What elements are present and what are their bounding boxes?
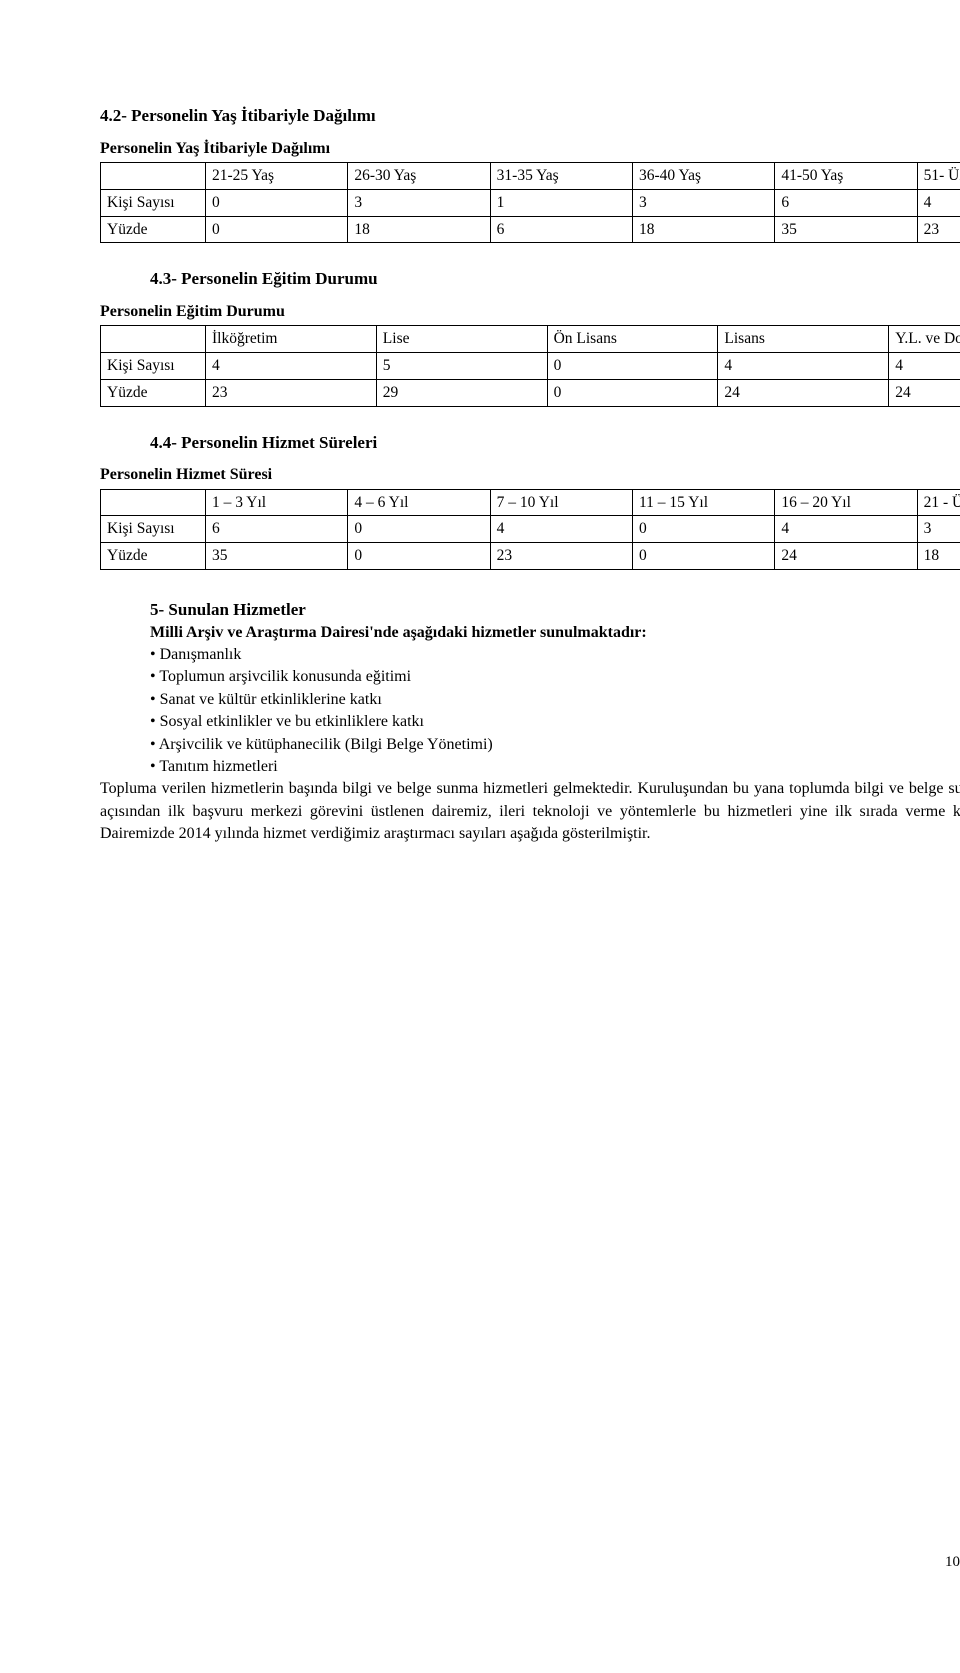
heading-5: 5- Sunulan Hizmetler	[150, 598, 960, 622]
bullet-item: • Tanıtım hizmetleri	[150, 756, 960, 778]
table-4-2: 21-25 Yaş 26-30 Yaş 31-35 Yaş 36-40 Yaş …	[100, 162, 960, 243]
cell: Yüzde	[101, 543, 206, 570]
cell	[101, 489, 206, 516]
cell: 26-30 Yaş	[348, 163, 490, 190]
cell: 29	[376, 379, 547, 406]
table-row: Yüzde 23 29 0 24 24	[101, 379, 960, 406]
cell: 0	[632, 516, 774, 543]
cell: 4	[889, 353, 960, 380]
heading-4-3: 4.3- Personelin Eğitim Durumu	[150, 267, 960, 291]
cell	[101, 163, 206, 190]
bullet-item: • Toplumun arşivcilik konusunda eğitimi	[150, 666, 960, 688]
cell: 36-40 Yaş	[632, 163, 774, 190]
cell: 5	[376, 353, 547, 380]
cell: Kişi Sayısı	[101, 353, 206, 380]
cell: 11 – 15 Yıl	[632, 489, 774, 516]
table-row: Kişi Sayısı 0 3 1 3 6 4	[101, 189, 960, 216]
table-4-3: İlköğretim Lise Ön Lisans Lisans Y.L. ve…	[100, 325, 960, 406]
cell: 4 – 6 Yıl	[348, 489, 490, 516]
cell	[101, 326, 206, 353]
cell: 4	[490, 516, 632, 543]
cell: 6	[206, 516, 348, 543]
cell: 0	[206, 216, 348, 243]
cell: 18	[348, 216, 490, 243]
intro-5: Milli Arşiv ve Araştırma Dairesi'nde aşa…	[150, 622, 960, 644]
cell: 24	[775, 543, 917, 570]
cell: 0	[547, 379, 718, 406]
table-row: Yüzde 0 18 6 18 35 23	[101, 216, 960, 243]
cell: 0	[632, 543, 774, 570]
table-row: 1 – 3 Yıl 4 – 6 Yıl 7 – 10 Yıl 11 – 15 Y…	[101, 489, 960, 516]
table-title-4-3: Personelin Eğitim Durumu	[100, 301, 960, 323]
cell: 4	[917, 189, 960, 216]
cell: 3	[917, 516, 960, 543]
cell: 4	[718, 353, 889, 380]
bullet-item: • Danışmanlık	[150, 644, 960, 666]
cell: 31-35 Yaş	[490, 163, 632, 190]
cell: Kişi Sayısı	[101, 189, 206, 216]
cell: 0	[348, 516, 490, 543]
cell: 0	[206, 189, 348, 216]
cell: 4	[775, 516, 917, 543]
cell: 1 – 3 Yıl	[206, 489, 348, 516]
cell: Yüzde	[101, 216, 206, 243]
table-row: 21-25 Yaş 26-30 Yaş 31-35 Yaş 36-40 Yaş …	[101, 163, 960, 190]
cell: 3	[632, 189, 774, 216]
cell: 35	[775, 216, 917, 243]
cell: 0	[547, 353, 718, 380]
table-row: İlköğretim Lise Ön Lisans Lisans Y.L. ve…	[101, 326, 960, 353]
cell: İlköğretim	[206, 326, 377, 353]
table-row: Kişi Sayısı 6 0 4 0 4 3	[101, 516, 960, 543]
heading-4-4: 4.4- Personelin Hizmet Süreleri	[150, 431, 960, 455]
bullet-item: • Sosyal etkinlikler ve bu etkinliklere …	[150, 711, 960, 733]
cell: 3	[348, 189, 490, 216]
cell: 16 – 20 Yıl	[775, 489, 917, 516]
cell: Yüzde	[101, 379, 206, 406]
bullet-item: • Arşivcilik ve kütüphanecilik (Bilgi Be…	[150, 734, 960, 756]
table-title-4-4: Personelin Hizmet Süresi	[100, 464, 960, 486]
table-title-4-2: Personelin Yaş İtibariyle Dağılımı	[100, 138, 960, 160]
cell: Kişi Sayısı	[101, 516, 206, 543]
bullet-item: • Sanat ve kültür etkinliklerine katkı	[150, 689, 960, 711]
cell: Lise	[376, 326, 547, 353]
table-4-4: 1 – 3 Yıl 4 – 6 Yıl 7 – 10 Yıl 11 – 15 Y…	[100, 489, 960, 570]
cell: 21 - Üzeri	[917, 489, 960, 516]
cell: 21-25 Yaş	[206, 163, 348, 190]
cell: Ön Lisans	[547, 326, 718, 353]
cell: 24	[718, 379, 889, 406]
table-row: Kişi Sayısı 4 5 0 4 4	[101, 353, 960, 380]
cell: 24	[889, 379, 960, 406]
cell: 7 – 10 Yıl	[490, 489, 632, 516]
table-row: Yüzde 35 0 23 0 24 18	[101, 543, 960, 570]
cell: 23	[206, 379, 377, 406]
cell: 18	[632, 216, 774, 243]
cell: Lisans	[718, 326, 889, 353]
cell: Y.L. ve Dokt.	[889, 326, 960, 353]
cell: 6	[775, 189, 917, 216]
heading-4-2: 4.2- Personelin Yaş İtibariyle Dağılımı	[100, 104, 960, 128]
cell: 18	[917, 543, 960, 570]
cell: 23	[917, 216, 960, 243]
cell: 1	[490, 189, 632, 216]
cell: 6	[490, 216, 632, 243]
page-number: 10	[945, 1552, 960, 1573]
cell: 23	[490, 543, 632, 570]
cell: 51- Üzeri	[917, 163, 960, 190]
cell: 41-50 Yaş	[775, 163, 917, 190]
cell: 0	[348, 543, 490, 570]
cell: 35	[206, 543, 348, 570]
paragraph-5: Topluma verilen hizmetlerin başında bilg…	[100, 778, 960, 845]
cell: 4	[206, 353, 377, 380]
